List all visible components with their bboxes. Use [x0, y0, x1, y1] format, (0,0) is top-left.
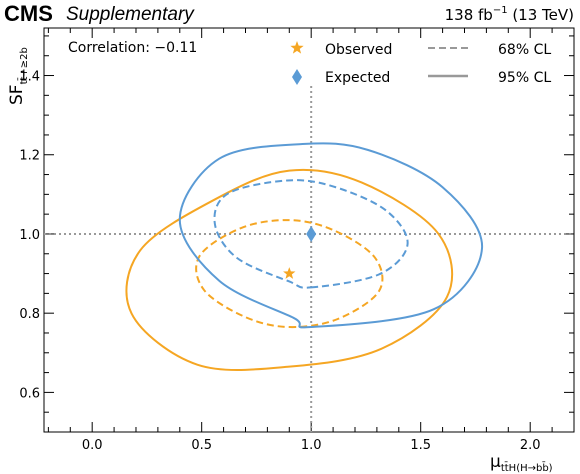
legend-expected-diamond-icon — [292, 69, 302, 85]
x-tick-label: 1.5 — [410, 438, 431, 453]
expected-95cl-contour — [178, 142, 484, 329]
x-tick-label: 0.0 — [82, 438, 103, 453]
experiment-label: CMS — [4, 1, 53, 26]
supplementary-label: Supplementary — [66, 4, 195, 25]
y-axis-label: SFtt̄+≥2b — [7, 47, 30, 105]
x-axis-label-sub: tt̄H(H→bb̄) — [501, 461, 553, 474]
expected-point-diamond — [306, 225, 317, 242]
plot-frame — [43, 27, 575, 433]
lumi-exponent: −1 — [493, 5, 508, 16]
lumi-energy: (13 TeV) — [508, 6, 574, 24]
observed-68cl-contour — [195, 219, 384, 329]
expected-68cl-contour — [213, 179, 409, 289]
y-axis-label-sub: tt̄+≥2b — [17, 47, 30, 84]
observed-95cl-contour — [125, 168, 454, 371]
observed-point-star — [283, 267, 296, 279]
y-axis-label-main: SF — [7, 84, 27, 105]
lumi-label: 138 fb−1 (13 TeV) — [445, 5, 574, 24]
legend-observed-label: Observed — [325, 42, 392, 58]
axis-ticks: 0.0 0.5 1.0 1.5 2.0 0.6 0.8 1.0 1.2 1.4 — [19, 28, 575, 453]
correlation-annotation: Correlation: −0.11 — [68, 40, 197, 56]
lumi-prefix: 138 fb — [445, 6, 493, 24]
y-tick-label: 1.2 — [19, 149, 40, 164]
legend-expected-label: Expected — [325, 70, 390, 86]
contours-layer — [125, 142, 484, 371]
x-tick-label: 1.0 — [301, 438, 322, 453]
y-tick-label: 0.6 — [19, 386, 40, 401]
y-tick-label: 0.8 — [19, 307, 40, 322]
y-tick-label: 1.0 — [19, 228, 40, 243]
legend: Observed Expected 68% CL 95% CL — [290, 41, 551, 86]
x-tick-label: 0.5 — [191, 438, 212, 453]
x-axis-label: μtt̄H(H→bb̄) — [490, 452, 553, 474]
y-tick-label: 1.4 — [19, 70, 40, 85]
x-tick-label: 2.0 — [520, 438, 541, 453]
legend-95cl-label: 95% CL — [498, 70, 551, 86]
x-axis-label-main: μ — [490, 452, 501, 472]
reference-lines — [44, 86, 574, 432]
legend-68cl-label: 68% CL — [498, 42, 551, 58]
points-layer — [283, 225, 317, 279]
legend-observed-star-icon — [290, 41, 304, 54]
